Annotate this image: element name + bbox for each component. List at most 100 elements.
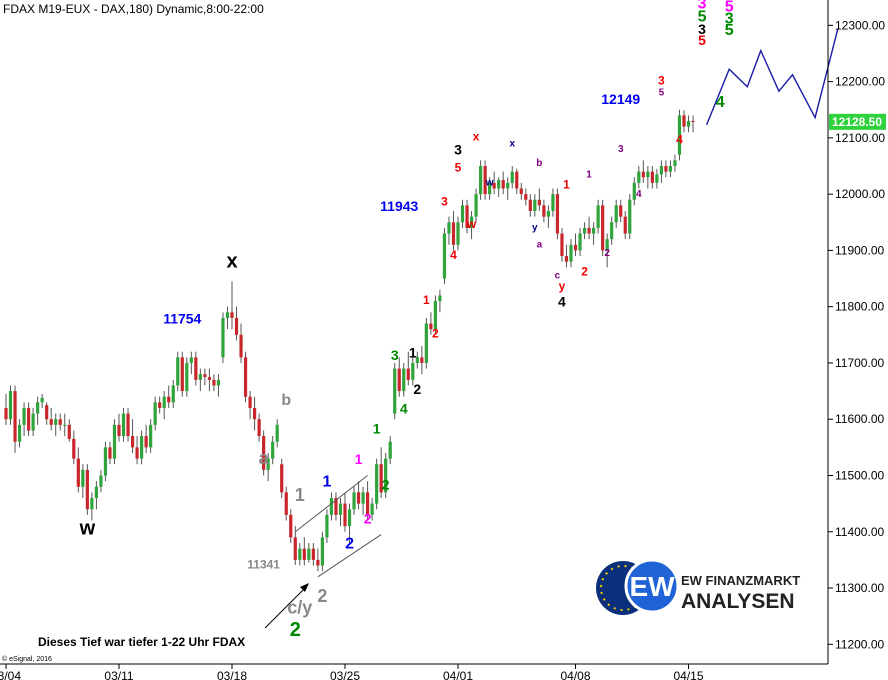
- candle: [384, 452, 388, 498]
- candle-body: [58, 419, 62, 425]
- candle-body: [641, 171, 645, 178]
- candle: [619, 199, 623, 223]
- candle: [474, 188, 478, 223]
- candle-body: [605, 239, 609, 251]
- candle-body: [225, 312, 230, 318]
- annotation-arrow: [264, 585, 308, 629]
- candle-body: [515, 171, 519, 189]
- x-tick-label: 03/04: [0, 669, 21, 680]
- candle: [121, 407, 126, 442]
- candle-body: [176, 357, 180, 386]
- candle: [533, 194, 537, 217]
- candle: [126, 407, 130, 442]
- candle-body: [420, 357, 424, 363]
- channel-line: [294, 475, 368, 533]
- overlay: [294, 29, 839, 578]
- candle-body: [619, 205, 623, 217]
- wave-label: 3: [698, 0, 707, 12]
- candle-body: [248, 396, 252, 408]
- candle: [469, 211, 474, 240]
- candle-body: [338, 503, 343, 515]
- wave-label: 12149: [601, 91, 640, 107]
- candle: [406, 351, 410, 386]
- candle-body: [311, 548, 315, 560]
- candle: [293, 526, 297, 565]
- candle: [234, 306, 239, 341]
- logo-mark: EW: [629, 571, 675, 602]
- candle-body: [691, 120, 695, 122]
- candle: [36, 396, 40, 425]
- wave-label: 1: [373, 420, 381, 436]
- candle-body: [216, 379, 221, 386]
- candle-body: [121, 413, 126, 437]
- candle-body: [379, 464, 383, 493]
- last-price-marker: 12128.50: [829, 113, 886, 130]
- y-tick-label: 12100.00: [835, 131, 885, 145]
- wave-label: 3: [454, 142, 462, 158]
- candle-body: [456, 222, 460, 245]
- candle-body: [546, 211, 550, 217]
- y-tick-label: 11200.00: [835, 637, 884, 651]
- wave-label: 1: [586, 169, 592, 180]
- candle: [230, 281, 234, 330]
- candle: [592, 222, 596, 245]
- candle: [85, 464, 89, 515]
- chart-title: FDAX M19-EUX - DAX,180) Dynamic,8:00-22:…: [3, 2, 264, 16]
- candle: [162, 391, 166, 420]
- candle-body: [302, 548, 306, 560]
- candle: [460, 199, 465, 228]
- candle-body: [569, 244, 573, 262]
- candle-body: [239, 334, 243, 358]
- candle-body: [54, 419, 58, 425]
- candle-body: [94, 486, 98, 498]
- candle: [438, 289, 442, 313]
- annotation: Dieses Tief war tiefer 1-22 Uhr FDAX: [38, 583, 309, 649]
- candle-body: [230, 312, 234, 318]
- candle: [54, 413, 58, 437]
- wave-label: 3: [391, 347, 399, 363]
- candle-body: [135, 447, 139, 459]
- candle-body: [22, 407, 26, 425]
- candle-body: [415, 357, 419, 363]
- candle: [447, 216, 451, 245]
- candle: [144, 424, 148, 453]
- wave-label: 1: [355, 451, 363, 467]
- candle-body: [555, 194, 560, 234]
- candle: [94, 481, 98, 510]
- wave-label: w: [79, 518, 96, 540]
- candle-body: [519, 188, 523, 195]
- candle-body: [393, 368, 397, 414]
- candle: [664, 160, 668, 178]
- candle-body: [76, 458, 80, 487]
- candle-body: [469, 216, 474, 228]
- candle-body: [488, 182, 492, 195]
- candle-body: [438, 295, 442, 302]
- wave-label: y: [532, 223, 538, 234]
- candle-body: [185, 362, 189, 392]
- wave-label: x: [509, 138, 515, 149]
- candle-body: [158, 402, 162, 408]
- y-tick-label: 11600.00: [835, 412, 884, 426]
- candle: [316, 548, 320, 572]
- candle: [76, 447, 80, 493]
- wave-label: 2: [290, 619, 301, 641]
- candle: [17, 419, 22, 448]
- candle: [560, 227, 564, 262]
- candle-body: [356, 492, 361, 504]
- annotation-text: Dieses Tief war tiefer 1-22 Uhr FDAX: [38, 635, 245, 649]
- candle: [72, 430, 76, 465]
- candle: [49, 407, 53, 431]
- wave-label: 4: [676, 132, 683, 146]
- wave-label: a: [537, 240, 543, 251]
- wave-label: 1: [563, 178, 570, 192]
- candle: [338, 498, 343, 527]
- candle-body: [13, 391, 17, 442]
- candle: [370, 498, 374, 521]
- candle: [677, 109, 682, 161]
- candle-body: [664, 166, 668, 172]
- candles: [4, 109, 695, 572]
- wave-label: c/y: [287, 597, 312, 617]
- candle: [198, 368, 202, 392]
- wave-label: 11341: [247, 557, 280, 571]
